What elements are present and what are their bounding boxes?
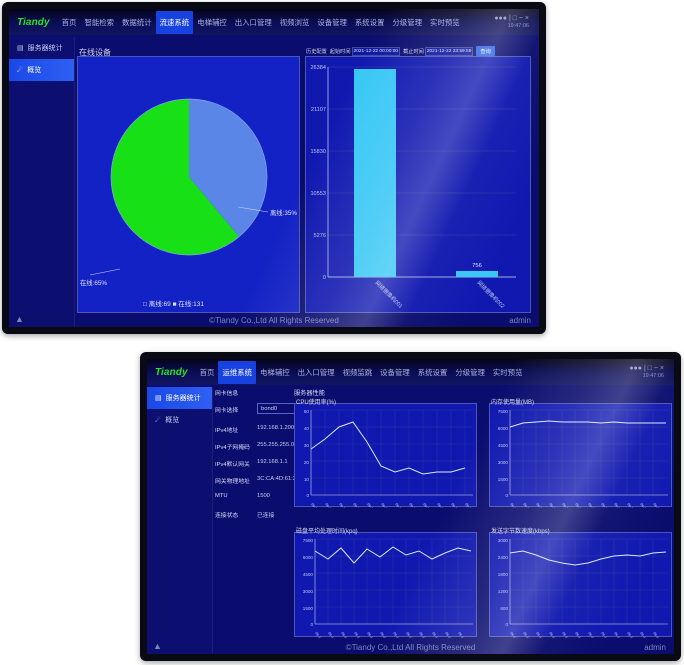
svg-text:2400: 2400 (498, 555, 509, 560)
svg-text:06-12 10:00: 06-12 10:00 (535, 502, 549, 508)
svg-text:06-12 15:00: 06-12 15:00 (600, 502, 614, 508)
svg-text:600: 600 (500, 606, 508, 611)
svg-text:06-12 09:00: 06-12 09:00 (522, 631, 536, 638)
svg-text:1200: 1200 (498, 589, 509, 594)
svg-text:20: 20 (304, 460, 310, 465)
svg-text:06-12 12:00: 06-12 12:00 (561, 631, 575, 638)
svg-text:15830: 15830 (310, 149, 326, 155)
svg-text:06-12 17:00: 06-12 17:00 (626, 502, 640, 508)
svg-text:0: 0 (323, 275, 326, 281)
svg-text:06-12 11:00: 06-12 11:00 (548, 502, 562, 508)
svg-text:7500: 7500 (303, 538, 314, 543)
svg-text:7500: 7500 (498, 409, 509, 414)
svg-text:06-12 16:00: 06-12 16:00 (418, 631, 432, 638)
svg-text:□ 离线:69 ■ 在线:131: □ 离线:69 ■ 在线:131 (143, 299, 204, 308)
svg-text:0: 0 (505, 493, 508, 498)
svg-text:50: 50 (304, 409, 310, 414)
svg-text:06-12 14:00: 06-12 14:00 (587, 502, 601, 508)
svg-text:06-12 13:00: 06-12 13:00 (380, 502, 394, 508)
svg-text:06-12 16:00: 06-12 16:00 (613, 631, 627, 638)
svg-text:06-12 15:00: 06-12 15:00 (408, 502, 422, 508)
svg-text:06-12 15:00: 06-12 15:00 (600, 631, 614, 638)
svg-text:06-12 17:00: 06-12 17:00 (436, 502, 450, 508)
svg-text:06-12 17:00: 06-12 17:00 (626, 631, 640, 638)
svg-text:06-12 19:00: 06-12 19:00 (457, 631, 471, 638)
svg-text:06-12 12:00: 06-12 12:00 (561, 502, 575, 508)
svg-text:06-12 08:00: 06-12 08:00 (310, 502, 324, 508)
svg-text:06-12 09:00: 06-12 09:00 (324, 502, 338, 508)
svg-text:40: 40 (304, 426, 310, 431)
svg-text:06-12 19:00: 06-12 19:00 (652, 502, 666, 508)
svg-text:06-12 13:00: 06-12 13:00 (574, 631, 588, 638)
svg-text:4500: 4500 (498, 443, 509, 448)
svg-text:06-12 16:00: 06-12 16:00 (613, 502, 627, 508)
svg-text:06-12 09:00: 06-12 09:00 (522, 502, 536, 508)
svg-text:5276: 5276 (314, 233, 326, 239)
svg-text:06-12 10:00: 06-12 10:00 (338, 502, 352, 508)
svg-text:21107: 21107 (311, 107, 326, 113)
svg-text:06-12 10:00: 06-12 10:00 (535, 631, 549, 638)
svg-text:1500: 1500 (498, 477, 509, 482)
svg-text:1500: 1500 (303, 606, 314, 611)
svg-text:06-12 18:00: 06-12 18:00 (450, 502, 464, 508)
svg-text:0: 0 (306, 493, 309, 498)
svg-text:06-12 11:00: 06-12 11:00 (352, 502, 366, 508)
svg-text:06-12 08:00: 06-12 08:00 (509, 502, 523, 508)
svg-text:26384: 26384 (310, 65, 326, 71)
svg-text:06-12 17:00: 06-12 17:00 (431, 631, 445, 638)
svg-text:06-12 14:00: 06-12 14:00 (394, 502, 408, 508)
svg-text:06-12 19:00: 06-12 19:00 (652, 631, 666, 638)
svg-text:10553: 10553 (310, 191, 326, 197)
svg-text:网络摄像机002: 网络摄像机002 (476, 279, 507, 310)
svg-text:06-12 13:00: 06-12 13:00 (574, 502, 588, 508)
svg-text:10: 10 (304, 477, 310, 482)
svg-text:0: 0 (505, 622, 508, 627)
svg-text:3000: 3000 (498, 538, 509, 543)
svg-text:06-12 08:00: 06-12 08:00 (509, 631, 523, 638)
svg-text:06-12 14:00: 06-12 14:00 (587, 631, 601, 638)
svg-text:1800: 1800 (498, 572, 509, 577)
svg-text:6000: 6000 (498, 426, 509, 431)
svg-text:06-12 09:00: 06-12 09:00 (327, 631, 341, 638)
svg-text:06-12 11:00: 06-12 11:00 (548, 631, 562, 638)
svg-text:06-12 18:00: 06-12 18:00 (444, 631, 458, 638)
svg-text:06-12 19:00: 06-12 19:00 (464, 502, 478, 508)
svg-text:在线:65%: 在线:65% (80, 278, 107, 287)
svg-text:06-12 15:00: 06-12 15:00 (405, 631, 419, 638)
svg-text:06-12 12:00: 06-12 12:00 (366, 631, 380, 638)
svg-text:网络摄像机001: 网络摄像机001 (374, 279, 405, 310)
svg-text:4500: 4500 (303, 572, 314, 577)
svg-text:离线:35%: 离线:35% (270, 208, 297, 217)
svg-text:06-12 18:00: 06-12 18:00 (639, 502, 653, 508)
svg-text:3000: 3000 (498, 460, 509, 465)
svg-text:06-12 11:00: 06-12 11:00 (353, 631, 367, 638)
svg-text:06-12 18:00: 06-12 18:00 (639, 631, 653, 638)
svg-text:6000: 6000 (303, 555, 314, 560)
svg-text:30: 30 (304, 443, 310, 448)
svg-text:06-12 16:00: 06-12 16:00 (422, 502, 436, 508)
svg-text:3000: 3000 (303, 589, 314, 594)
svg-text:06-12 13:00: 06-12 13:00 (379, 631, 393, 638)
svg-text:06-12 08:00: 06-12 08:00 (314, 631, 328, 638)
svg-text:06-12 14:00: 06-12 14:00 (392, 631, 406, 638)
svg-text:06-12 10:00: 06-12 10:00 (340, 631, 354, 638)
svg-text:756: 756 (472, 263, 482, 269)
svg-text:0: 0 (310, 622, 313, 627)
svg-text:06-12 12:00: 06-12 12:00 (366, 502, 380, 508)
